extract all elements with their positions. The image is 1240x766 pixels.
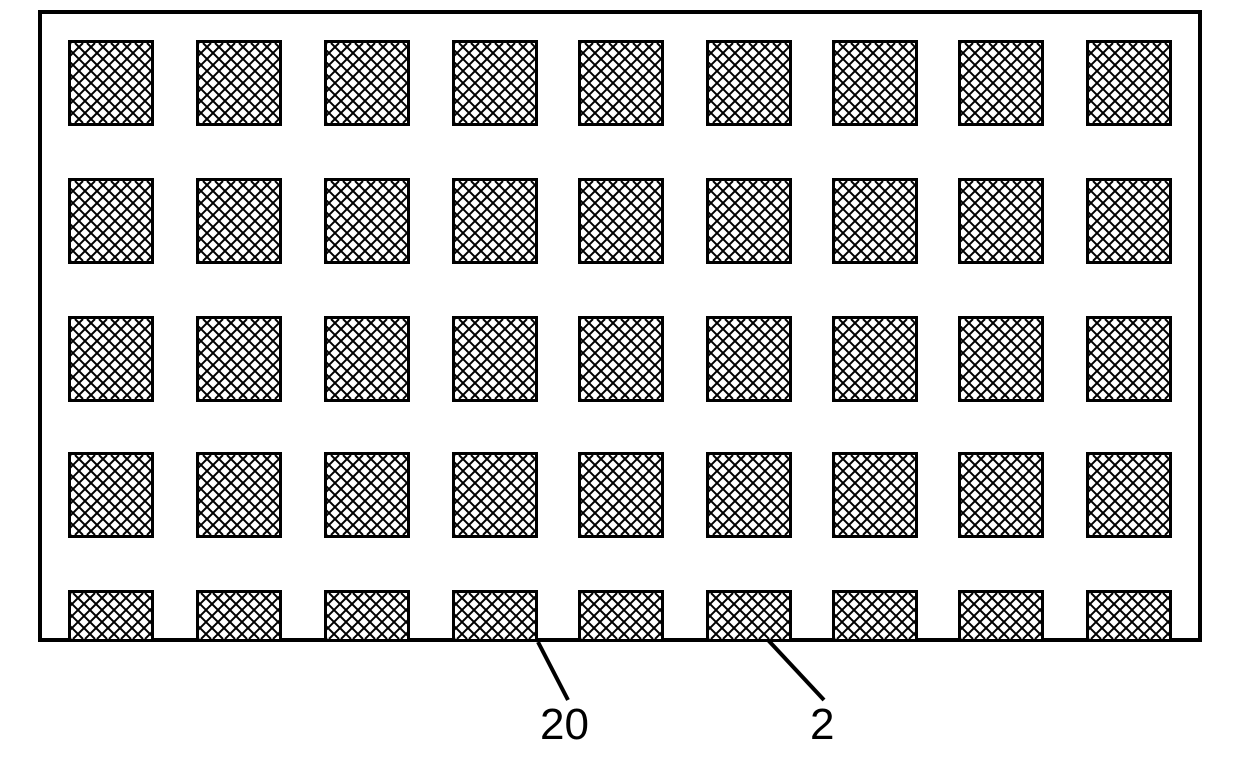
leader-20 xyxy=(538,642,568,700)
grid-cell xyxy=(1086,316,1172,402)
leader-2 xyxy=(768,640,824,700)
grid-cell xyxy=(832,178,918,264)
grid-cell xyxy=(832,452,918,538)
grid-cell xyxy=(68,178,154,264)
grid-cell xyxy=(452,316,538,402)
grid-cell xyxy=(324,178,410,264)
grid-cell xyxy=(578,316,664,402)
grid-cell xyxy=(196,40,282,126)
grid-cell xyxy=(578,40,664,126)
grid-cell xyxy=(452,178,538,264)
grid-cell xyxy=(1086,590,1172,642)
grid-cell xyxy=(706,40,792,126)
label-20: 20 xyxy=(540,700,589,750)
grid-cell xyxy=(706,316,792,402)
grid-cell xyxy=(706,178,792,264)
grid-cell xyxy=(324,316,410,402)
grid-cell xyxy=(196,590,282,642)
grid-cell xyxy=(958,316,1044,402)
grid-cell xyxy=(196,316,282,402)
grid-cell xyxy=(68,590,154,642)
diagram-canvas: 20 2 xyxy=(0,0,1240,766)
grid-cell xyxy=(706,452,792,538)
grid-cell xyxy=(324,40,410,126)
grid-cell xyxy=(452,590,538,642)
grid-cell xyxy=(196,178,282,264)
grid-cell xyxy=(1086,178,1172,264)
grid-cell xyxy=(706,590,792,642)
grid-cell xyxy=(832,590,918,642)
grid-cell xyxy=(1086,40,1172,126)
grid-cell xyxy=(324,452,410,538)
grid-cell xyxy=(832,316,918,402)
grid-cell xyxy=(958,590,1044,642)
grid-cell xyxy=(578,590,664,642)
grid-cell xyxy=(1086,452,1172,538)
grid-cell xyxy=(452,452,538,538)
grid-cell xyxy=(832,40,918,126)
grid-cell xyxy=(958,178,1044,264)
grid-cell xyxy=(578,178,664,264)
label-2: 2 xyxy=(810,700,834,750)
grid-cell xyxy=(958,40,1044,126)
grid-cell xyxy=(324,590,410,642)
grid-cell xyxy=(452,40,538,126)
grid-cell xyxy=(68,316,154,402)
grid-cell xyxy=(68,452,154,538)
grid-cell xyxy=(578,452,664,538)
grid-cell xyxy=(196,452,282,538)
grid-cell xyxy=(958,452,1044,538)
grid-cell xyxy=(68,40,154,126)
